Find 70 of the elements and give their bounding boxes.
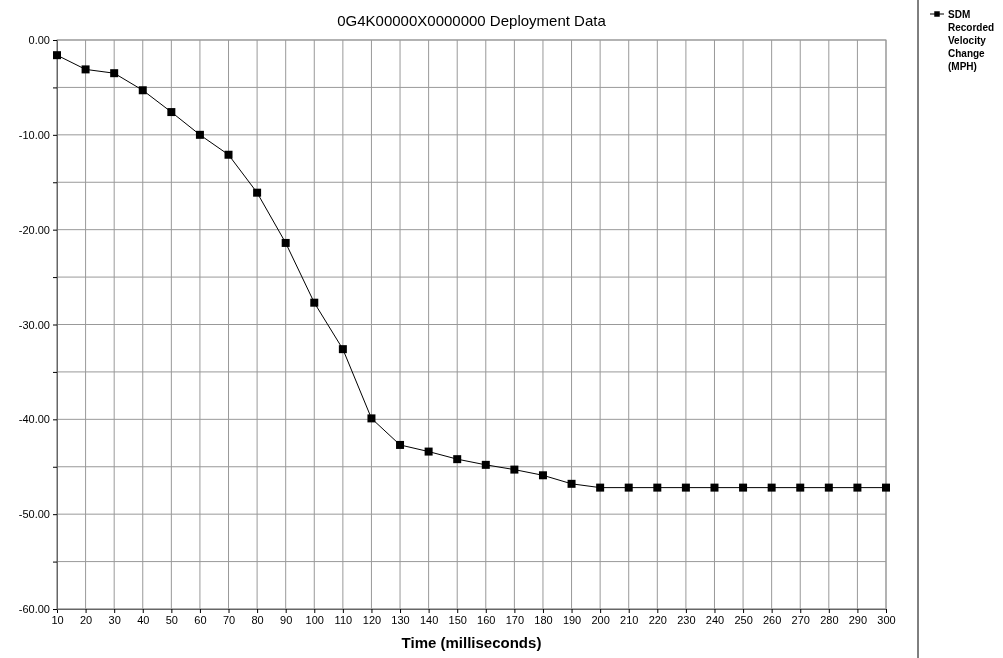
point — [481, 460, 490, 469]
x-tick-label: 40 — [137, 613, 150, 626]
x-tick-label: 100 — [305, 613, 324, 626]
x-tick-label: 290 — [848, 613, 868, 626]
point — [338, 345, 347, 354]
legend-label: SDM Recorded Velocity Change (MPH) — [948, 9, 995, 72]
point — [739, 483, 748, 492]
point — [567, 479, 576, 488]
x-tick-label: 90 — [280, 613, 293, 626]
point — [681, 483, 690, 492]
x-tick-label: 160 — [477, 613, 496, 626]
y-tick-label: -50.00 — [18, 508, 50, 521]
point — [281, 238, 290, 247]
point — [396, 440, 405, 449]
x-tick-label: 10 — [51, 613, 64, 626]
x-tick-label: 120 — [362, 613, 382, 626]
x-tick-label: 250 — [734, 613, 753, 626]
y-tick-label: 0.00 — [28, 34, 50, 47]
x-tick-label: 170 — [505, 613, 525, 626]
x-tick-label: 80 — [251, 613, 264, 626]
x-tick-label: 210 — [620, 613, 639, 626]
x-tick-label: 140 — [419, 613, 439, 626]
point — [253, 188, 262, 197]
x-tick-label: 110 — [334, 613, 353, 626]
point — [453, 455, 462, 464]
x-tick-label: 50 — [165, 613, 178, 626]
point — [653, 483, 662, 492]
x-tick-label: 260 — [762, 613, 782, 626]
x-tick-label: 190 — [562, 613, 582, 626]
point — [510, 465, 519, 474]
x-tick-label: 230 — [677, 613, 696, 626]
x-tick-label: 300 — [877, 613, 896, 626]
point — [310, 298, 319, 307]
x-tick-label: 220 — [648, 613, 667, 626]
point — [882, 483, 890, 492]
y-tick-label: -60.00 — [18, 603, 50, 616]
point — [110, 69, 119, 78]
chart-title: 0G4K00000X0000000 Deployment Data — [337, 12, 607, 29]
x-axis-title: Time (milliseconds) — [401, 634, 542, 651]
point — [424, 447, 433, 456]
y-tick-label: -10.00 — [18, 128, 50, 141]
point — [195, 130, 204, 139]
x-tick-label: 60 — [194, 613, 207, 626]
point — [824, 483, 833, 492]
point — [53, 51, 61, 60]
x-tick-label: 70 — [222, 613, 236, 626]
y-tick-label: -20.00 — [18, 223, 50, 236]
point — [367, 414, 376, 423]
point — [596, 483, 605, 492]
x-tick-label: 20 — [79, 613, 93, 626]
y-tick-label: -40.00 — [18, 413, 50, 426]
point — [224, 150, 233, 159]
x-tick-label: 270 — [791, 613, 810, 626]
point — [796, 483, 805, 492]
point — [138, 86, 147, 95]
x-tick-label: 200 — [591, 613, 610, 626]
x-tick-label: 150 — [448, 613, 467, 626]
point — [538, 471, 547, 480]
x-tick-label: 240 — [705, 613, 725, 626]
x-tick-label: 180 — [534, 613, 553, 626]
x-tick-label: 130 — [391, 613, 410, 626]
point — [167, 108, 176, 117]
point — [710, 483, 719, 492]
point — [767, 483, 776, 492]
x-tick-label: 280 — [820, 613, 839, 626]
point — [624, 483, 633, 492]
y-tick-label: -30.00 — [18, 318, 50, 331]
x-tick-label: 30 — [108, 613, 121, 626]
point — [853, 483, 862, 492]
point — [81, 65, 90, 74]
